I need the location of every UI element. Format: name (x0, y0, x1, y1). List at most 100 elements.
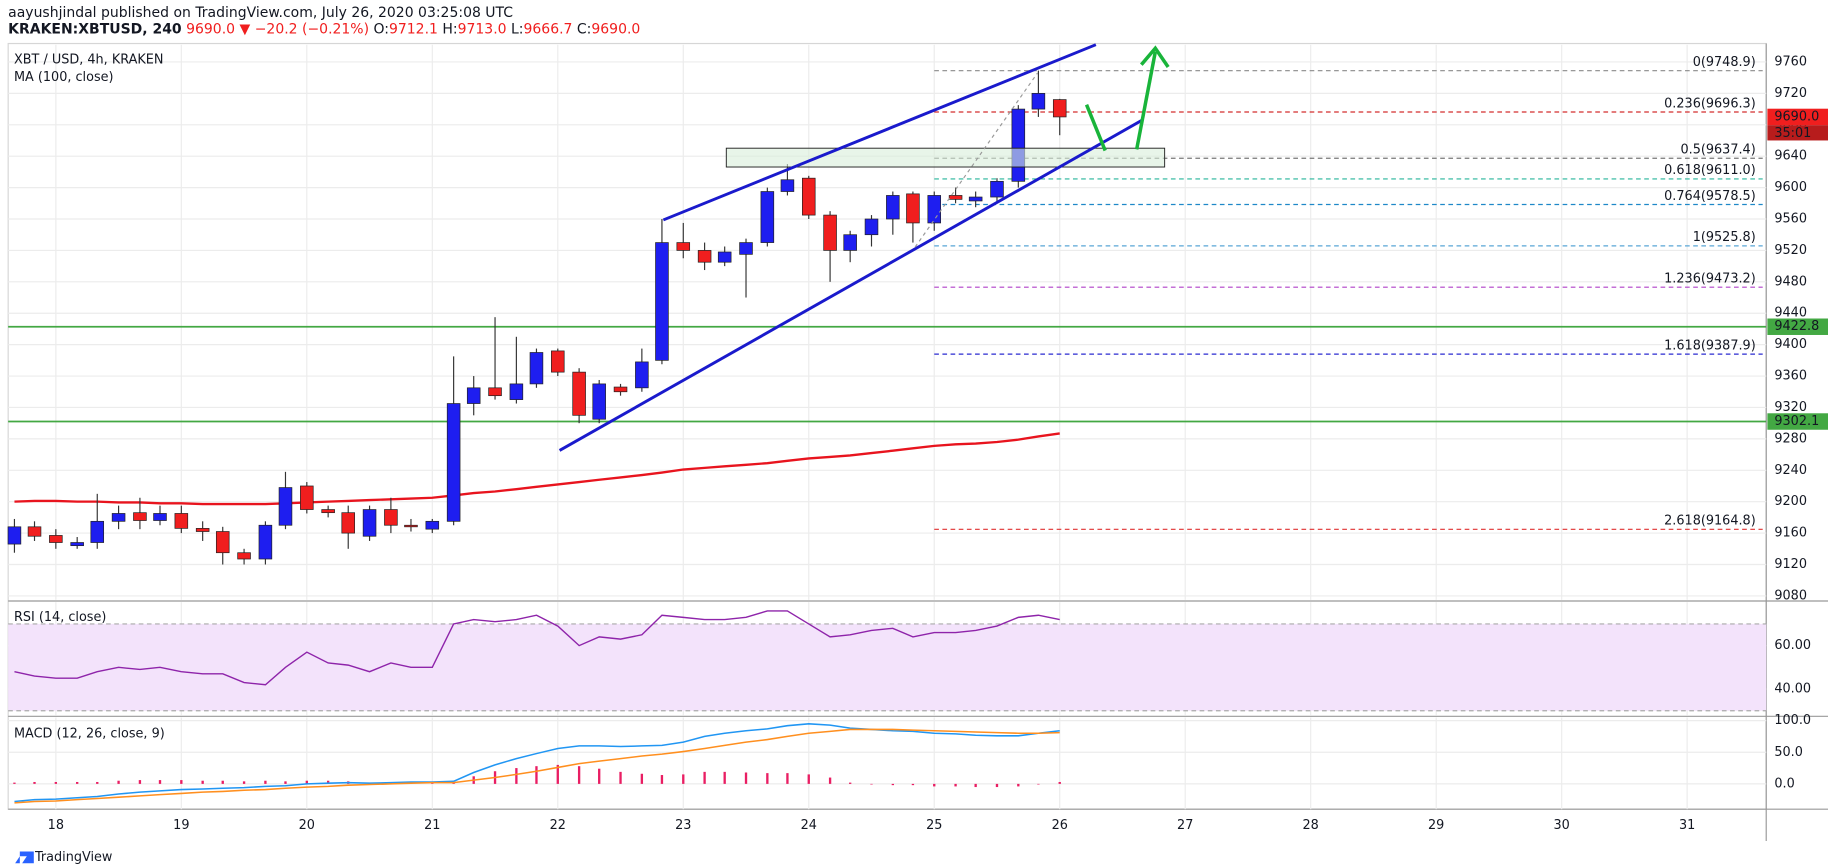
y-tick-label: 9320 (1774, 400, 1807, 415)
candle-body (968, 196, 983, 202)
histogram-bar (598, 768, 601, 784)
price-tag-label: 9422.8 (1774, 319, 1819, 334)
histogram-bar (117, 780, 120, 784)
macd-title: MACD (12, 26, close, 9) (14, 726, 165, 741)
rsi-band (8, 623, 1767, 711)
background-layer (8, 44, 1767, 810)
fib-label: 0.764(9578.5) (1664, 189, 1756, 204)
byline: aayushjindal published on TradingView.co… (8, 5, 513, 21)
candle-body (823, 214, 837, 251)
y-tick-label: 40.00 (1774, 682, 1811, 697)
histogram-bar (577, 766, 581, 784)
x-tick-label: 29 (1428, 818, 1444, 833)
last-price-label: 9690.0 (1774, 109, 1819, 124)
arrow-head (1140, 45, 1170, 69)
y-tick-label: 9400 (1774, 337, 1807, 352)
last-price-tag (1767, 108, 1828, 126)
histogram-bar (974, 783, 977, 788)
histogram-bar (660, 775, 664, 784)
histogram-bar (201, 780, 204, 784)
candle-body (529, 352, 544, 385)
candle-body (384, 509, 398, 526)
candle-body (446, 403, 461, 522)
y-tick-label: 9600 (1774, 180, 1807, 195)
candle-body (635, 361, 649, 389)
candle-body (237, 552, 251, 560)
histogram-bar (180, 780, 183, 784)
y-tick-label: 9080 (1774, 588, 1807, 603)
macd-line (14, 728, 1060, 804)
candle-body (27, 526, 42, 537)
candle-body (111, 513, 126, 522)
x-tick-label: 31 (1679, 818, 1695, 833)
x-tick-label: 21 (424, 818, 440, 833)
histogram-bar (76, 781, 79, 784)
x-tick-label: 19 (173, 818, 189, 833)
histogram-bar (556, 764, 559, 784)
candle-body (864, 218, 879, 236)
candle-body (509, 383, 524, 400)
histogram-bar (1058, 781, 1061, 784)
y-tick-label: 9360 (1774, 369, 1807, 384)
candle-body (551, 350, 565, 373)
candle-body (425, 520, 440, 530)
histogram-bar (828, 777, 832, 784)
label-layer: XBT / USD, 4h, KRAKEN MA (100, close) RS… (14, 52, 1828, 833)
candle-body (215, 531, 230, 554)
candle-body (927, 195, 942, 224)
histogram-bar (305, 780, 308, 784)
y-tick-label: 9200 (1774, 494, 1807, 509)
y-tick-label: 9760 (1774, 54, 1807, 69)
candle-body (592, 383, 606, 420)
y-tick-label: 9240 (1774, 463, 1807, 478)
macd-line (14, 723, 1060, 803)
fib-label: 0.5(9637.4) (1680, 142, 1755, 157)
fib-label: 0.236(9696.3) (1664, 96, 1756, 111)
x-tick-label: 20 (299, 818, 315, 833)
histogram-bar (54, 781, 58, 784)
rsi-line (14, 610, 1060, 686)
candle-body (404, 524, 418, 528)
candle-body (341, 512, 355, 534)
candle-body (760, 191, 775, 243)
logo-icon (8, 851, 34, 864)
ma-legend: MA (100, close) (14, 70, 114, 85)
x-tick-label: 23 (675, 818, 691, 833)
fib-label: 1.618(9387.9) (1664, 338, 1756, 353)
histogram-bar (284, 781, 287, 784)
data-layer (7, 70, 1767, 804)
histogram-bar (535, 766, 538, 784)
countdown-label: 35:01 (1774, 126, 1811, 141)
brand: TradingView (34, 850, 112, 865)
candle-body (739, 242, 753, 255)
candle-body (90, 520, 105, 543)
candle-body (258, 524, 273, 560)
price-tag (1767, 318, 1828, 335)
y-tick-label: 9120 (1774, 557, 1807, 572)
candle-body (697, 250, 712, 263)
ohlc-value: 9666.7 (524, 21, 573, 37)
candle-body (300, 485, 314, 510)
y-tick-label: 9280 (1774, 431, 1807, 446)
fib-label: 0.618(9611.0) (1664, 163, 1756, 178)
candle-body (990, 180, 1004, 198)
histogram-bar (807, 774, 810, 784)
histogram-bar (264, 780, 267, 784)
x-tick-label: 18 (48, 818, 64, 833)
histogram-bar (138, 780, 142, 784)
x-tick-label: 24 (801, 818, 817, 833)
candle-body (676, 242, 691, 251)
candle-body (801, 177, 816, 216)
last: 9690.0 (186, 21, 235, 37)
ohlc-key: H: (442, 21, 457, 37)
channel-upper (662, 43, 1097, 222)
histogram-bar (1037, 783, 1040, 785)
histogram-bar (911, 783, 915, 786)
candle-body (49, 535, 63, 543)
histogram-bar (640, 773, 644, 784)
fib-label: 0(9748.9) (1693, 55, 1756, 70)
histogram-bar (431, 783, 434, 784)
y-tick-label: 9480 (1774, 274, 1807, 289)
candle-body (886, 195, 900, 220)
